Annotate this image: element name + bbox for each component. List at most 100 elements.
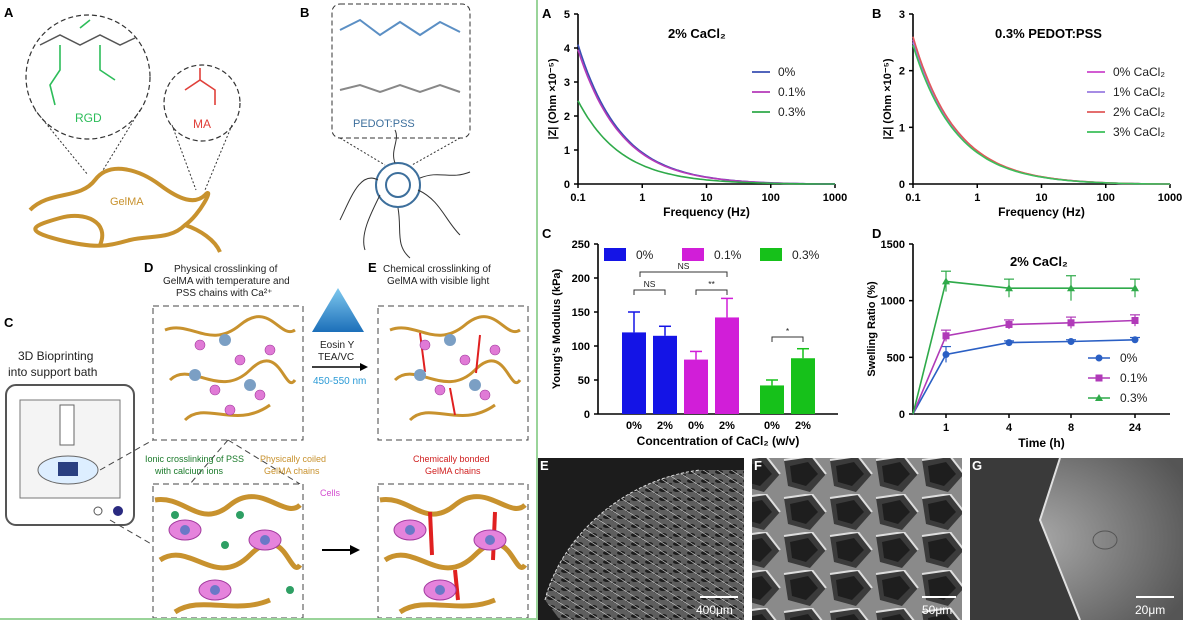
x-tick-label: 0.1 <box>905 192 920 204</box>
legend-marker <box>1095 394 1103 401</box>
x-tick-label: 1000 <box>1158 192 1182 204</box>
sem-image-G: G 20μm <box>970 457 1183 620</box>
bonded-label-1: Chemically bonded <box>413 454 490 464</box>
legend-label: 2% CaCl₂ <box>1113 105 1165 119</box>
x-tick-label: 2% <box>719 420 735 432</box>
x-tick-label: 0% <box>764 420 780 432</box>
eosin-label: Eosin Y <box>320 340 355 351</box>
coiled-label-1: Physically coiled <box>260 454 326 464</box>
y-axis-title: Young's Modulus (kPa) <box>551 268 563 389</box>
legend-label: 0.1% <box>714 248 742 262</box>
panel-label-E-left: E <box>368 260 377 275</box>
legend-label: 0.3% <box>1120 391 1148 405</box>
photocrosslinking-arrow: Eosin Y TEA/VC 450-550 nm <box>312 288 368 387</box>
data-point <box>1067 319 1075 327</box>
gelma-strand: GelMA <box>28 166 222 253</box>
y-axis-title: Swelling Ratio (%) <box>866 281 878 377</box>
y-tick-label: 250 <box>572 239 590 251</box>
x-axis-title: Time (h) <box>1018 436 1064 450</box>
sem-image-E: E 400μm <box>538 458 744 620</box>
significance-label: NS <box>678 261 690 271</box>
ma-label: MA <box>193 117 211 131</box>
x-tick-label: 4 <box>1006 422 1013 434</box>
y-tick-label: 0 <box>899 179 905 191</box>
significance-bracket <box>695 289 728 295</box>
gelma-label: GelMA <box>110 196 144 208</box>
panel-D-physical-crosslinking: Physical crosslinking of GelMA with temp… <box>152 264 304 441</box>
network-zoom-chemical <box>377 483 529 619</box>
legend-label: 0% <box>636 248 654 262</box>
x-axis-title: Concentration of CaCl₂ (w/v) <box>637 434 800 448</box>
cells-label: Cells <box>320 488 341 498</box>
series-line <box>577 100 835 185</box>
bioprinter-illustration: 3D Bioprinting into support bath <box>5 349 135 526</box>
x-tick-label: 100 <box>762 192 780 204</box>
panel-label-A-left: A <box>4 5 14 20</box>
x-tick-label: 0% <box>688 420 704 432</box>
panel-E-chemical-crosslinking: Chemical crosslinking of GelMA with visi… <box>377 264 529 441</box>
x-tick-label: 0.1 <box>570 192 585 204</box>
bonded-label-2: GelMA chains <box>425 466 481 476</box>
legend-label: 3% CaCl₂ <box>1113 125 1165 139</box>
y-tick-label: 4 <box>564 43 571 55</box>
bioprint-line2: into support bath <box>8 365 97 379</box>
panel-label-C-left: C <box>4 315 14 330</box>
y-axis-title: |Z| (Ohm ×10⁻⁵) <box>882 58 894 139</box>
scale-bar-G: 20μm <box>1135 603 1165 617</box>
x-tick-label: 24 <box>1129 422 1142 434</box>
left-schematic: A B C D E RGD MA GelMA <box>4 3 529 619</box>
chart-D-swelling-ratio: D 0 500 1000 1500 1 4 8 24 Time (h) Swelling Rati… <box>866 226 1170 450</box>
y-tick-label: 0 <box>899 409 905 421</box>
panel-label-A-right: A <box>542 6 552 21</box>
panel-label-B-left: B <box>300 5 309 20</box>
panel-label-G-right: G <box>972 458 982 473</box>
data-point <box>1005 320 1013 328</box>
y-tick-label: 0 <box>584 409 590 421</box>
x-tick-label: 10 <box>700 192 712 204</box>
significance-label: ** <box>708 279 715 289</box>
e-text-2: GelMA with visible light <box>387 276 489 287</box>
legend-label: 0% <box>1120 351 1138 365</box>
chart-C-youngs-modulus: C 0 50 100 150 200 250 Young's Modulus (kPa) Co… <box>542 226 838 448</box>
rgd-label: RGD <box>75 111 102 125</box>
x-tick-label: 0% <box>626 420 642 432</box>
data-point <box>1131 317 1139 324</box>
panel-label-D-right: D <box>872 226 881 241</box>
wavelength-label: 450-550 nm <box>313 376 366 387</box>
data-point <box>1131 336 1139 344</box>
bar <box>791 358 815 414</box>
panel-label-D-left: D <box>144 260 153 275</box>
y-tick-label: 100 <box>572 341 590 353</box>
legend-label: 0% CaCl₂ <box>1113 65 1165 79</box>
legend-label: 0% <box>778 65 796 79</box>
legend-swatch <box>682 248 704 261</box>
x-tick-label: 1 <box>974 192 980 204</box>
legend-swatch <box>604 248 626 261</box>
x-axis-title: Frequency (Hz) <box>663 205 750 219</box>
scale-bar-F: 50μm <box>922 603 952 617</box>
panel-label-F-right: F <box>754 458 762 473</box>
x-axis-title: Frequency (Hz) <box>998 205 1085 219</box>
x-tick-label: 1 <box>639 192 645 204</box>
legend-label: 0.3% <box>778 105 806 119</box>
coiled-label-2: GelMA chains <box>264 466 320 476</box>
bar <box>653 335 677 414</box>
x-tick-label: 1000 <box>823 192 847 204</box>
ma-molecule-zoom: MA <box>163 64 241 142</box>
data-point <box>1131 284 1139 292</box>
data-point <box>942 277 950 285</box>
significance-bracket <box>633 289 666 295</box>
chart-A-impedance: A 0 1 2 3 4 5 0.1 1 10 100 1000 Frequency (Hz) |Z| (… <box>542 6 847 219</box>
y-tick-label: 2 <box>564 111 570 123</box>
legend-marker <box>1095 354 1103 362</box>
y-tick-label: 150 <box>572 307 590 319</box>
chart-title: 2% CaCl₂ <box>1010 254 1068 269</box>
y-tick-label: 1000 <box>881 296 905 308</box>
ionic-label-2: with calcium ions <box>154 466 224 476</box>
ionic-label-1: Ionic crosslinking of PSS <box>145 454 244 464</box>
data-point <box>1067 337 1075 345</box>
significance-label: NS <box>644 279 656 289</box>
sem-image-F: F 50μm <box>752 458 962 620</box>
rgd-molecule-zoom: RGD <box>25 14 151 140</box>
